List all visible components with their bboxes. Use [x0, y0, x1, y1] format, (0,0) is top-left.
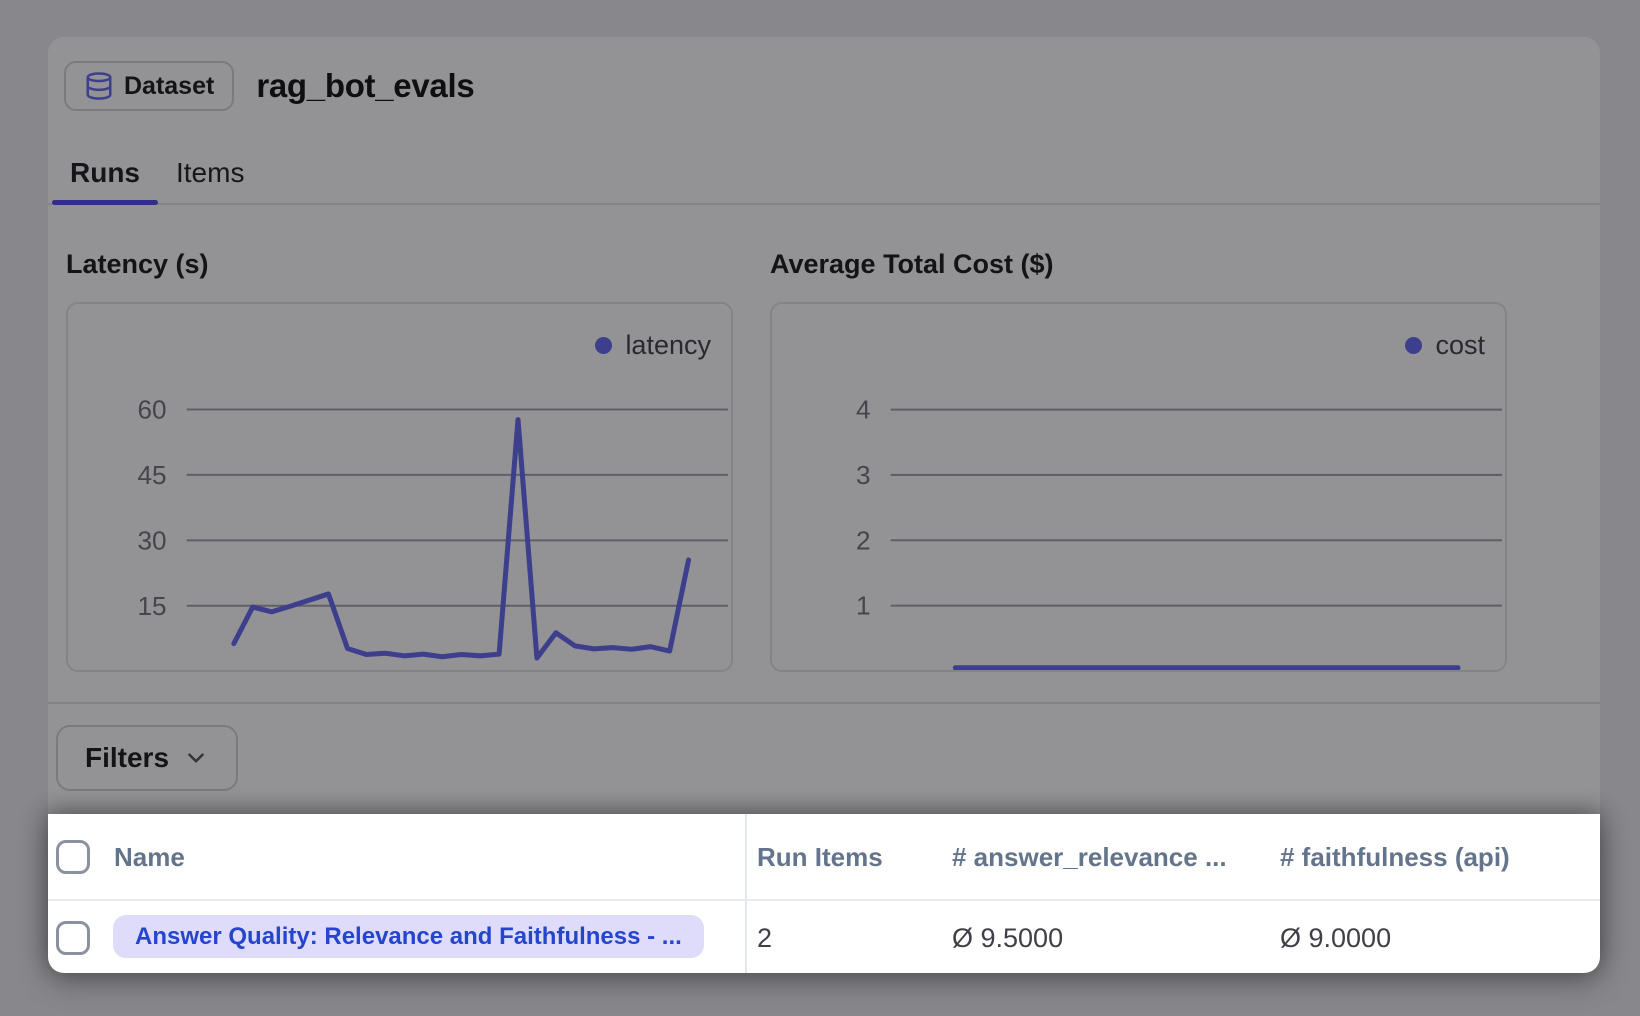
- card-header: Dataset rag_bot_evals: [64, 61, 475, 111]
- legend-dot-icon: [1405, 337, 1423, 354]
- svg-text:2: 2: [856, 525, 871, 555]
- chart-title-latency: Latency (s): [66, 249, 209, 279]
- run-items-value: 2: [757, 923, 773, 953]
- svg-text:30: 30: [138, 525, 167, 555]
- chart-title-cost: Average Total Cost ($): [770, 249, 1054, 279]
- faithfulness-value: Ø 9.0000: [1280, 923, 1392, 953]
- filters-label: Filters: [84, 742, 170, 773]
- column-header-run-items[interactable]: Run Items: [757, 842, 883, 872]
- table-row[interactable]: Answer Quality: Relevance and Faithfulne…: [48, 901, 1600, 973]
- database-icon: [86, 72, 112, 100]
- column-divider: [745, 814, 747, 973]
- section-divider: [48, 702, 1600, 704]
- chevron-down-icon: [188, 753, 204, 763]
- column-header-name[interactable]: Name: [114, 842, 185, 872]
- dataset-card: Dataset rag_bot_evals Runs Items Latency…: [48, 37, 1600, 973]
- svg-text:3: 3: [856, 460, 871, 490]
- dataset-badge: Dataset: [64, 61, 235, 111]
- run-name-link[interactable]: Answer Quality: Relevance and Faithfulne…: [113, 915, 704, 958]
- legend-dot-icon: [595, 337, 613, 354]
- run-name-label: Answer Quality: Relevance and Faithfulne…: [135, 922, 682, 950]
- tab-runs[interactable]: Runs: [52, 145, 158, 205]
- page-title: rag_bot_evals: [256, 67, 475, 104]
- row-separator: [48, 899, 1600, 901]
- badge-label: Dataset: [124, 71, 215, 100]
- answer-relevance-value: Ø 9.5000: [952, 923, 1064, 953]
- column-header-answer-relevance[interactable]: # answer_relevance ...: [952, 842, 1227, 872]
- svg-text:4: 4: [856, 395, 871, 425]
- tab-bar: Runs Items: [48, 145, 1600, 205]
- filters-button[interactable]: Filters: [56, 725, 238, 791]
- cost-legend: cost: [1405, 330, 1485, 361]
- svg-text:60: 60: [138, 395, 167, 425]
- svg-text:15: 15: [138, 591, 167, 621]
- cost-chart: 1 2 3 4 cost: [770, 302, 1507, 672]
- column-header-faithfulness[interactable]: # faithfulness (api): [1280, 842, 1510, 872]
- latency-legend: latency: [595, 330, 711, 361]
- table-header-row: Name Run Items # answer_relevance ... # …: [48, 814, 1600, 899]
- row-checkbox[interactable]: [56, 921, 90, 955]
- svg-text:1: 1: [856, 591, 871, 621]
- runs-table: Name Run Items # answer_relevance ... # …: [48, 814, 1600, 973]
- legend-label: latency: [625, 330, 711, 360]
- select-all-checkbox[interactable]: [56, 840, 90, 874]
- tab-items[interactable]: Items: [176, 157, 245, 188]
- legend-label: cost: [1435, 330, 1485, 360]
- latency-chart: 15 30 45 60 latency: [66, 302, 733, 672]
- svg-text:45: 45: [138, 460, 167, 490]
